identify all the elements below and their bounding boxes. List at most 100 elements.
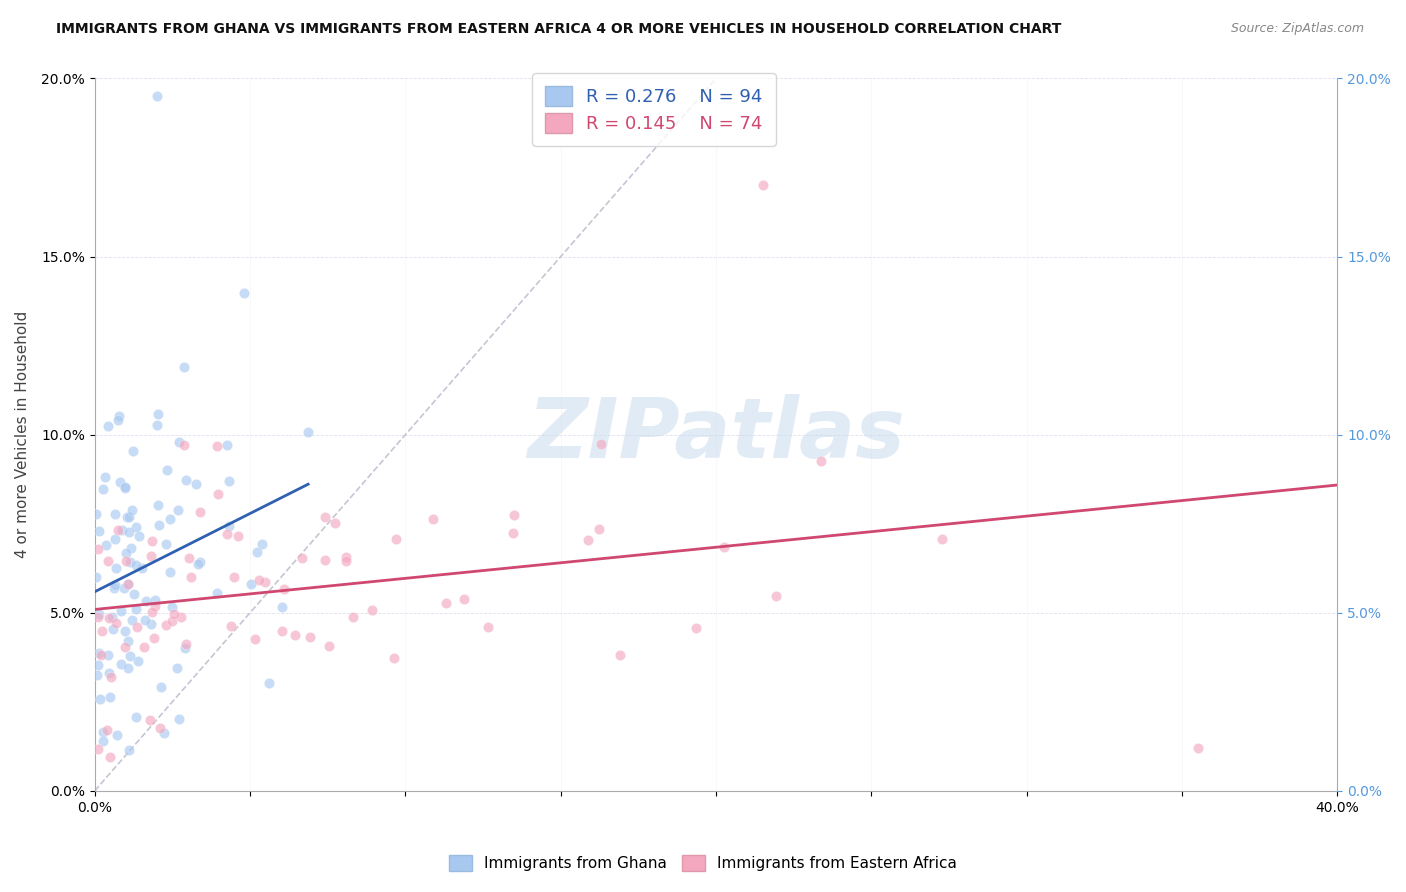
Point bbox=[117, 577, 139, 591]
Point bbox=[218, 475, 240, 489]
Point bbox=[125, 710, 148, 724]
Point bbox=[167, 434, 190, 449]
Point bbox=[314, 510, 336, 524]
Point bbox=[342, 610, 364, 624]
Point bbox=[98, 665, 121, 680]
Point bbox=[125, 558, 148, 573]
Point bbox=[273, 582, 295, 596]
Point bbox=[233, 286, 256, 301]
Point bbox=[90, 648, 112, 662]
Point bbox=[205, 439, 228, 453]
Point bbox=[98, 750, 121, 764]
Text: ZIPatlas: ZIPatlas bbox=[527, 394, 905, 475]
Point bbox=[87, 657, 110, 672]
Point bbox=[159, 565, 181, 579]
Point bbox=[107, 413, 129, 427]
Point bbox=[173, 360, 195, 375]
Point bbox=[155, 463, 177, 477]
Point bbox=[1187, 741, 1209, 756]
Point bbox=[591, 437, 613, 451]
Point bbox=[138, 713, 160, 727]
Point bbox=[118, 556, 141, 570]
Point bbox=[104, 507, 127, 521]
Point bbox=[127, 654, 149, 668]
Point bbox=[110, 604, 132, 618]
Point bbox=[751, 178, 773, 193]
Point bbox=[291, 551, 314, 566]
Point bbox=[188, 555, 211, 569]
Point bbox=[118, 510, 141, 524]
Point bbox=[143, 593, 166, 607]
Point bbox=[609, 648, 631, 662]
Point bbox=[87, 542, 110, 557]
Point bbox=[87, 646, 110, 660]
Point bbox=[810, 454, 832, 468]
Point bbox=[931, 532, 953, 546]
Point bbox=[118, 525, 141, 540]
Point bbox=[314, 553, 336, 567]
Point bbox=[335, 549, 357, 564]
Point bbox=[335, 554, 357, 568]
Point bbox=[685, 621, 707, 635]
Point bbox=[90, 624, 112, 639]
Point bbox=[271, 599, 294, 614]
Point bbox=[122, 444, 145, 458]
Point bbox=[115, 509, 138, 524]
Point bbox=[186, 477, 208, 491]
Point bbox=[246, 545, 269, 559]
Point bbox=[114, 546, 136, 560]
Point bbox=[103, 582, 125, 596]
Point bbox=[94, 470, 117, 484]
Point bbox=[218, 519, 240, 533]
Point bbox=[104, 615, 127, 630]
Point bbox=[253, 574, 276, 589]
Point bbox=[117, 577, 139, 591]
Legend: Immigrants from Ghana, Immigrants from Eastern Africa: Immigrants from Ghana, Immigrants from E… bbox=[443, 849, 963, 877]
Point bbox=[115, 554, 138, 568]
Point bbox=[150, 680, 173, 694]
Point bbox=[713, 540, 735, 554]
Point bbox=[142, 631, 165, 645]
Point bbox=[588, 522, 610, 536]
Point bbox=[108, 475, 131, 489]
Point bbox=[104, 578, 127, 592]
Point bbox=[207, 487, 229, 501]
Point bbox=[173, 438, 195, 452]
Point bbox=[121, 613, 143, 627]
Point bbox=[173, 640, 195, 655]
Point bbox=[247, 574, 270, 588]
Point bbox=[120, 541, 142, 556]
Point bbox=[108, 409, 131, 424]
Point bbox=[104, 532, 127, 546]
Point bbox=[219, 619, 242, 633]
Point bbox=[187, 558, 209, 572]
Point bbox=[422, 512, 444, 526]
Point bbox=[148, 517, 170, 532]
Point bbox=[101, 609, 124, 624]
Point bbox=[97, 554, 120, 568]
Point bbox=[97, 611, 120, 625]
Text: Source: ZipAtlas.com: Source: ZipAtlas.com bbox=[1230, 22, 1364, 36]
Point bbox=[148, 407, 170, 421]
Point bbox=[170, 609, 193, 624]
Point bbox=[434, 596, 457, 610]
Point bbox=[297, 425, 319, 440]
Point bbox=[257, 675, 280, 690]
Point bbox=[91, 482, 114, 496]
Point bbox=[146, 89, 169, 103]
Point bbox=[91, 734, 114, 748]
Point bbox=[104, 561, 127, 575]
Point bbox=[134, 613, 156, 627]
Point bbox=[84, 507, 107, 521]
Legend: R = 0.276    N = 94, R = 0.145    N = 74: R = 0.276 N = 94, R = 0.145 N = 74 bbox=[533, 73, 776, 145]
Point bbox=[98, 690, 121, 704]
Point bbox=[167, 502, 190, 516]
Point bbox=[502, 525, 524, 540]
Point bbox=[240, 576, 263, 591]
Point bbox=[166, 661, 188, 675]
Point bbox=[131, 561, 153, 575]
Point bbox=[174, 473, 197, 487]
Point bbox=[243, 632, 266, 646]
Point bbox=[118, 743, 141, 757]
Point bbox=[105, 728, 128, 742]
